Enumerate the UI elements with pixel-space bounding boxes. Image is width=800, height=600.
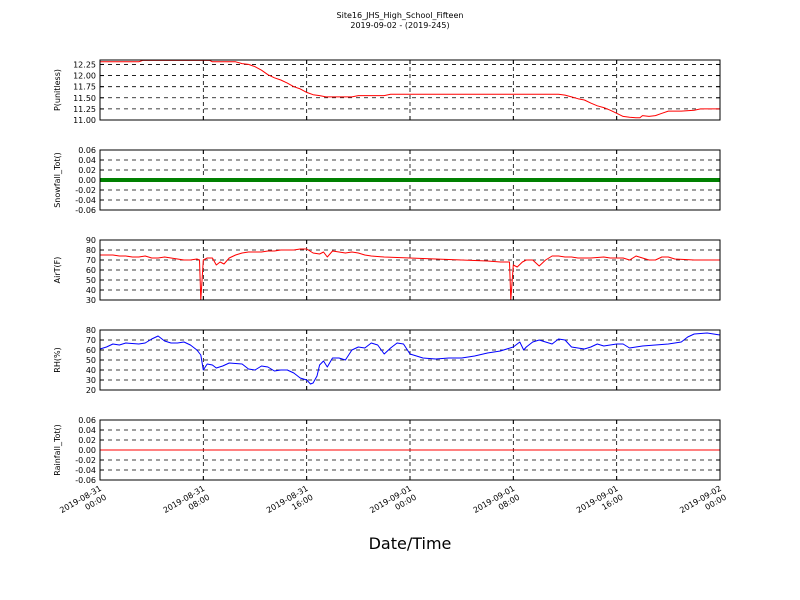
plot-frame bbox=[99, 149, 721, 211]
series-line bbox=[100, 59, 720, 119]
y-tick-label: 60 bbox=[86, 346, 96, 355]
plot-frame bbox=[99, 329, 721, 391]
series-line bbox=[100, 248, 720, 301]
y-tick-label: 40 bbox=[86, 286, 96, 295]
plot-frame bbox=[99, 419, 721, 481]
y-axis-label: RH(%) bbox=[53, 347, 62, 372]
plot-frame bbox=[99, 239, 721, 301]
y-tick-label: 12.00 bbox=[73, 72, 96, 81]
y-tick-label: -0.04 bbox=[75, 466, 96, 475]
y-tick-label: -0.04 bbox=[75, 196, 96, 205]
y-tick-label: 0.02 bbox=[78, 166, 96, 175]
y-tick-label: 70 bbox=[86, 336, 96, 345]
y-tick-label: 12.25 bbox=[73, 60, 96, 69]
y-tick-label: -0.06 bbox=[75, 206, 96, 215]
y-tick-label: -0.02 bbox=[75, 186, 96, 195]
panel-2: -0.06-0.04-0.020.000.020.040.06 Snowfall_… bbox=[53, 146, 721, 215]
y-tick-label: -0.02 bbox=[75, 456, 96, 465]
y-tick-label: 50 bbox=[86, 276, 96, 285]
plot-frame bbox=[99, 59, 721, 121]
y-tick-label: 80 bbox=[86, 246, 96, 255]
y-tick-label: 0.04 bbox=[78, 156, 96, 165]
y-tick-label: 11.75 bbox=[73, 83, 96, 92]
y-tick-label: 0.00 bbox=[78, 176, 96, 185]
series-line bbox=[99, 332, 721, 385]
y-tick-label: 30 bbox=[86, 296, 96, 305]
y-tick-label: -0.06 bbox=[75, 476, 96, 485]
panel-5: -0.06-0.04-0.020.000.020.040.06 Rainfall_… bbox=[53, 416, 721, 485]
y-tick-label: 80 bbox=[86, 326, 96, 335]
y-tick-label: 30 bbox=[86, 376, 96, 385]
chart-subtitle: 2019-09-02 - (2019-245) bbox=[350, 21, 450, 30]
y-tick-label: 40 bbox=[86, 366, 96, 375]
x-axis-label: Date/Time bbox=[368, 534, 452, 553]
panel-1: 11.00 11.25 11.50 11.75 12.00 12.25 P(unitless… bbox=[53, 59, 721, 125]
y-axis-label: Rainfall_Tot() bbox=[53, 424, 62, 476]
y-tick-label: 50 bbox=[86, 356, 96, 365]
y-tick-label: 11.00 bbox=[73, 116, 96, 125]
y-tick-label: 90 bbox=[86, 236, 96, 245]
y-tick-label: 0.02 bbox=[78, 436, 96, 445]
y-axis-label: AirT(F) bbox=[53, 257, 62, 284]
y-tick-label: 0.00 bbox=[78, 446, 96, 455]
y-tick-label: 0.04 bbox=[78, 426, 96, 435]
chart-title: Site16_JHS_High_School_Fifteen bbox=[336, 11, 464, 20]
y-axis-label: Snowfall_Tot() bbox=[53, 152, 62, 208]
y-tick-label: 70 bbox=[86, 256, 96, 265]
y-tick-label: 60 bbox=[86, 266, 96, 275]
y-tick-label: 0.06 bbox=[78, 146, 96, 155]
y-axis-label: P(unitless) bbox=[53, 69, 62, 111]
y-tick-label: 11.25 bbox=[73, 105, 96, 114]
y-tick-label: 20 bbox=[86, 386, 96, 395]
y-tick-label: 11.50 bbox=[73, 94, 96, 103]
y-tick-label: 0.06 bbox=[78, 416, 96, 425]
